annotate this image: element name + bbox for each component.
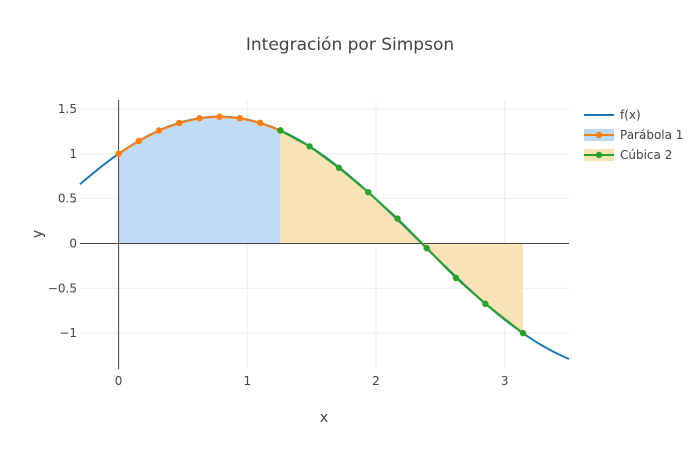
area-fill — [118, 116, 281, 244]
data-point — [155, 127, 163, 134]
x-axis-label: x — [320, 410, 328, 426]
y-tick-label: 1 — [69, 147, 77, 161]
y-tick-label: 0 — [69, 236, 77, 250]
x-tick-label: 0 — [115, 374, 123, 388]
legend-label: f(x) — [620, 108, 641, 122]
data-point — [335, 164, 343, 171]
data-point — [452, 274, 460, 282]
y-tick-label: 0.5 — [58, 192, 77, 206]
y-axis-label: y — [30, 230, 46, 238]
y-tick-label: 1.5 — [58, 102, 77, 116]
data-point — [176, 119, 183, 127]
legend-item: Cúbica 2 — [584, 148, 672, 162]
series-markers — [115, 113, 527, 337]
legend-label: Parábola 1 — [620, 128, 683, 142]
y-tick-labels: 1.5 1 0.5 0 −0.5 −1 — [48, 102, 77, 340]
data-point — [277, 127, 284, 134]
data-point — [365, 188, 372, 196]
x-tick-label: 1 — [243, 374, 251, 388]
data-point — [236, 115, 244, 122]
legend-item: Parábola 1 — [584, 128, 683, 142]
legend: f(x) Parábola 1 Cúbica 2 — [584, 108, 683, 162]
data-point — [306, 143, 313, 150]
y-tick-label: −0.5 — [48, 281, 77, 295]
legend-label: Cúbica 2 — [620, 148, 672, 162]
data-point — [256, 119, 264, 127]
x-tick-labels: 0 1 2 3 — [115, 374, 509, 388]
data-point — [216, 113, 223, 120]
legend-marker — [595, 131, 603, 139]
data-point — [196, 115, 203, 122]
chart-title: Integración por Simpson — [246, 35, 454, 55]
data-point — [394, 215, 401, 222]
legend-marker — [595, 151, 603, 159]
area-fills — [118, 116, 523, 334]
data-point — [519, 329, 527, 337]
y-tick-label: −1 — [59, 326, 77, 340]
data-point — [423, 244, 430, 252]
data-point — [135, 137, 143, 145]
data-point — [482, 300, 489, 308]
data-point — [115, 150, 122, 157]
x-tick-label: 2 — [372, 374, 380, 388]
legend-item: f(x) — [584, 108, 641, 122]
zero-lines — [80, 100, 569, 369]
x-tick-label: 3 — [501, 374, 509, 388]
